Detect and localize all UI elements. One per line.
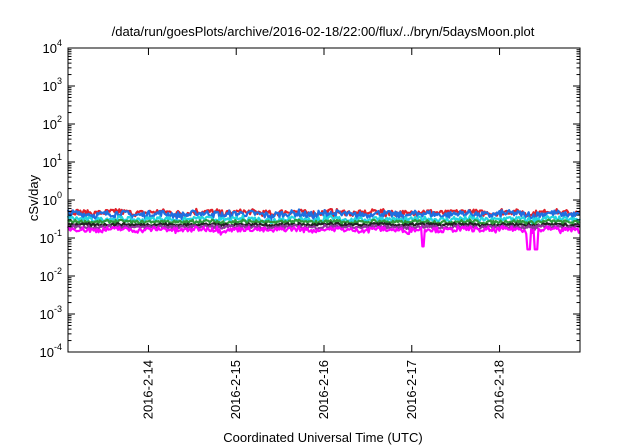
y-axis-label: cSv/day	[26, 174, 41, 221]
x-tick-label: 2016-2-18	[492, 360, 507, 419]
x-tick-label: 2016-2-14	[140, 360, 155, 419]
y-tick-label: 10-2	[40, 266, 62, 284]
chart-title: /data/run/goesPlots/archive/2016-02-18/2…	[112, 24, 535, 39]
y-tick-label: 10-1	[40, 228, 62, 246]
y-tick-label: 100	[43, 190, 62, 208]
y-tick-label: 10-4	[40, 342, 62, 360]
y-tick-label: 102	[43, 114, 62, 132]
y-tick-label: 103	[43, 76, 62, 94]
x-tick-label: 2016-2-15	[228, 360, 243, 419]
series-line	[67, 225, 581, 251]
axes-layer: 10-4 10-3 10-2 10-1 100 101 102 103 104 2016-2-14…	[40, 38, 581, 419]
x-axis-label: Coordinated Universal Time (UTC)	[223, 430, 422, 445]
x-tick-label: 2016-2-17	[404, 360, 419, 419]
series-line	[66, 214, 581, 225]
y-tick-label: 10-3	[40, 304, 62, 322]
series-line	[67, 218, 581, 227]
series-line	[66, 208, 581, 224]
y-tick-label: 101	[43, 152, 62, 170]
plot-frame	[67, 47, 581, 353]
y-tick-label: 104	[43, 38, 62, 56]
x-tick-label: 2016-2-16	[316, 360, 331, 419]
series-layer	[66, 207, 581, 251]
